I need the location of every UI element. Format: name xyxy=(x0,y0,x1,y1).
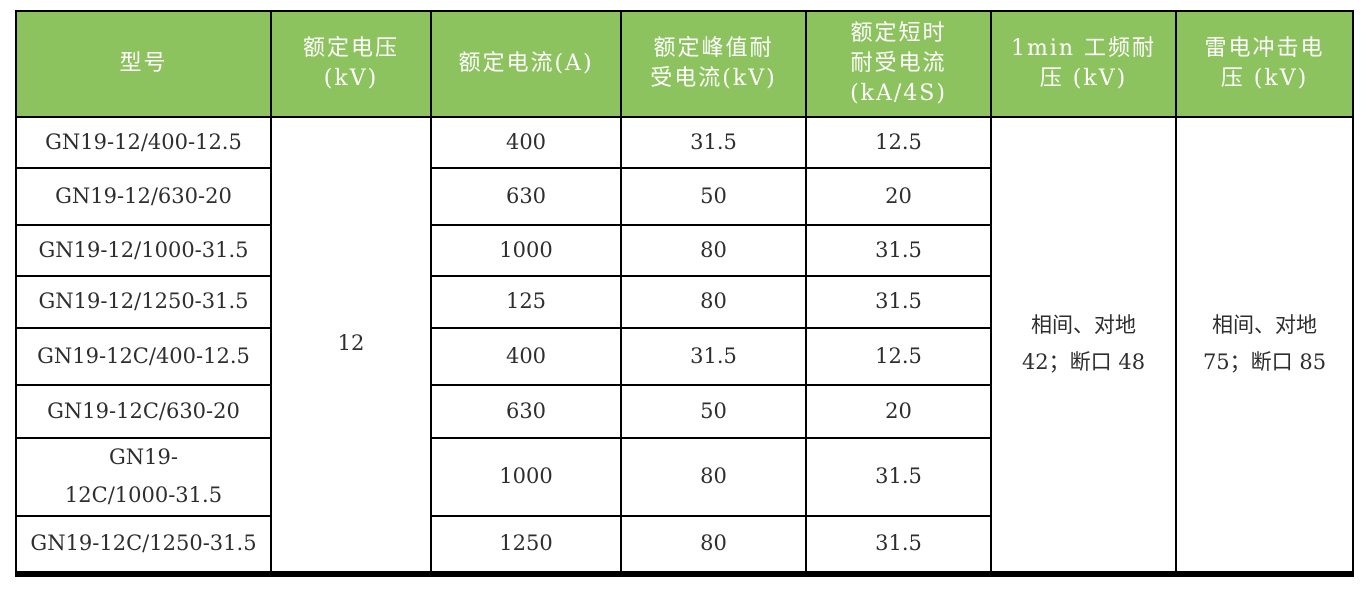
rated-current-cell: 1000 xyxy=(430,437,622,517)
model-cell: GN19-12C/630-20 xyxy=(15,384,272,439)
header-power-frequency-withstand: 1min 工频耐 压 (kV) xyxy=(990,10,1177,118)
table-row: GN19- 12C/1000-31.5 1000 80 31.5 xyxy=(15,437,1353,517)
short-time-withstand-cell: 31.5 xyxy=(805,437,992,517)
model-cell: GN19- 12C/1000-31.5 xyxy=(15,437,272,517)
peak-withstand-cell: 50 xyxy=(620,384,807,439)
table-header: 型号 额定电压 (kV) 额定电流(A) 额定峰值耐 受电流(kV) 额定短时 … xyxy=(15,10,1354,118)
short-time-withstand-cell: 12.5 xyxy=(805,327,992,386)
short-time-withstand-cell: 31.5 xyxy=(805,275,992,329)
rated-voltage-merged-cell: 12 xyxy=(270,116,432,575)
header-row: 型号 额定电压 (kV) 额定电流(A) 额定峰值耐 受电流(kV) 额定短时 … xyxy=(15,10,1354,118)
model-cell: GN19-12/400-12.5 xyxy=(15,116,272,169)
model-cell: GN19-12C/400-12.5 xyxy=(15,327,272,386)
peak-withstand-cell: 80 xyxy=(620,437,807,517)
peak-withstand-cell: 31.5 xyxy=(620,116,807,169)
rated-current-cell: 630 xyxy=(430,384,622,439)
table-row: GN19-12C/630-20 630 50 20 xyxy=(15,384,1353,439)
model-cell: GN19-12/1000-31.5 xyxy=(15,224,272,277)
table-row: GN19-12/400-12.5 12 400 31.5 12.5 相间、对地 … xyxy=(15,116,1354,575)
rated-current-cell: 1000 xyxy=(430,224,622,277)
table-row: GN19-12C/400-12.5 400 31.5 12.5 xyxy=(15,327,1353,386)
table-row: GN19-12/630-20 630 50 20 xyxy=(15,167,1353,226)
header-rated-current: 额定电流(A) xyxy=(430,10,622,118)
short-time-withstand-cell: 12.5 xyxy=(805,116,992,169)
peak-withstand-cell: 31.5 xyxy=(620,327,807,386)
lightning-impulse-merged-cell: 相间、对地 75；断口 85 xyxy=(1175,116,1354,575)
rated-current-cell: 400 xyxy=(430,116,622,169)
header-lightning-impulse: 雷电冲击电 压 (kV) xyxy=(1175,10,1354,118)
rated-current-cell: 1250 xyxy=(430,514,622,575)
model-cell: GN19-12/630-20 xyxy=(15,167,272,226)
peak-withstand-cell: 80 xyxy=(620,224,807,277)
switch-spec-table: 型号 额定电压 (kV) 额定电流(A) 额定峰值耐 受电流(kV) 额定短时 … xyxy=(15,10,1354,577)
short-time-withstand-cell: 31.5 xyxy=(805,514,992,575)
peak-withstand-cell: 80 xyxy=(620,275,807,329)
peak-withstand-cell: 80 xyxy=(620,514,807,575)
peak-withstand-cell: 50 xyxy=(620,167,807,226)
header-peak-withstand-current: 额定峰值耐 受电流(kV) xyxy=(620,10,807,118)
short-time-withstand-cell: 20 xyxy=(805,167,992,226)
short-time-withstand-cell: 20 xyxy=(805,384,992,439)
table-row: GN19-12C/1250-31.5 1250 80 31.5 xyxy=(15,514,1353,575)
table-row: GN19-12/1000-31.5 1000 80 31.5 xyxy=(15,224,1353,277)
power-frequency-withstand-merged-cell: 相间、对地 42；断口 48 xyxy=(990,116,1177,575)
rated-current-cell: 125 xyxy=(430,275,622,329)
model-cell: GN19-12/1250-31.5 xyxy=(15,275,272,329)
model-cell: GN19-12C/1250-31.5 xyxy=(15,514,272,575)
rated-current-cell: 400 xyxy=(430,327,622,386)
table-body: GN19-12/400-12.5 12 400 31.5 12.5 相间、对地 … xyxy=(15,116,1354,575)
short-time-withstand-cell: 31.5 xyxy=(805,224,992,277)
table-row: GN19-12/1250-31.5 125 80 31.5 xyxy=(15,275,1353,329)
rated-current-cell: 630 xyxy=(430,167,622,226)
header-rated-voltage: 额定电压 (kV) xyxy=(270,10,432,118)
header-short-time-withstand-current: 额定短时 耐受电流 (kA/4S) xyxy=(805,10,992,118)
header-model: 型号 xyxy=(15,10,272,118)
